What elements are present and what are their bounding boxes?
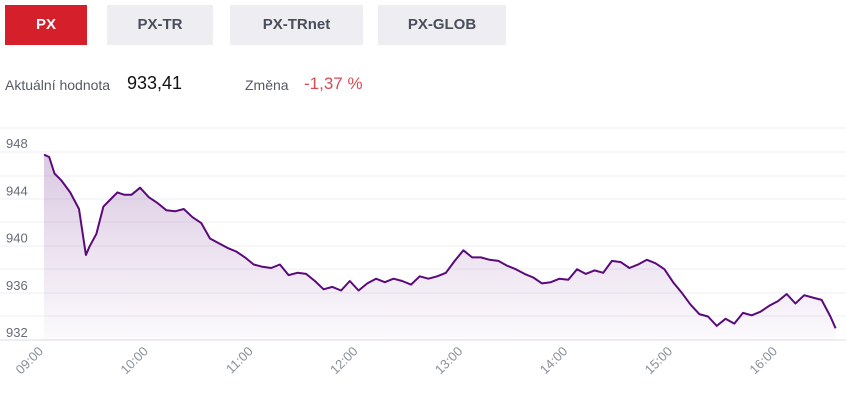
- current-value-label: Aktuální hodnota: [5, 77, 111, 93]
- x-tick-label: 14:00: [537, 344, 571, 378]
- y-tick-label: 948: [6, 136, 28, 151]
- y-tick-label: 944: [6, 183, 28, 198]
- y-tick-label: 936: [6, 278, 28, 293]
- change-value: -1,37 %: [304, 74, 363, 93]
- y-tick-label: 932: [6, 325, 28, 340]
- y-tick-label: 940: [6, 231, 28, 246]
- chart-area-fill: [44, 154, 836, 340]
- chart-series-line: [43, 153, 837, 329]
- y-axis: 948 944 940 936 932: [6, 136, 28, 340]
- x-tick-label: 11:00: [223, 344, 256, 377]
- tab-px-glob[interactable]: PX-GLOB: [378, 5, 506, 45]
- x-tick-label: 15:00: [642, 344, 676, 378]
- change-label: Změna: [245, 77, 289, 93]
- tab-px-trnet[interactable]: PX-TRnet: [230, 5, 363, 45]
- x-axis: 09:00 10:00 11:00 12:00 13:00 14:00 15:00 16:00: [13, 344, 781, 378]
- tab-px-tr[interactable]: PX-TR: [107, 5, 213, 45]
- x-tick-label: 16:00: [746, 344, 780, 378]
- x-tick-label: 12:00: [327, 344, 361, 378]
- current-value: 933,41: [127, 73, 183, 93]
- x-tick-label: 09:00: [13, 344, 47, 378]
- x-tick-label: 13:00: [432, 344, 466, 378]
- x-tick-label: 10:00: [117, 344, 151, 378]
- tab-px[interactable]: PX: [5, 5, 87, 45]
